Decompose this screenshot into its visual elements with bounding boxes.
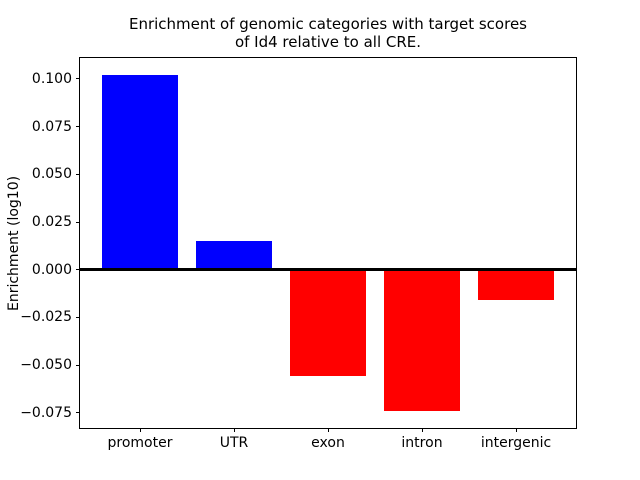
x-tick-mark xyxy=(139,428,141,432)
x-tick-label-intergenic: intergenic xyxy=(480,435,552,451)
x-tick-mark xyxy=(421,428,423,432)
y-tick-label: 0.025 xyxy=(31,214,72,231)
x-tick-mark xyxy=(327,428,329,432)
y-tick-mark xyxy=(76,126,80,128)
y-tick-mark xyxy=(76,364,80,366)
chart-title: Enrichment of genomic categories with ta… xyxy=(80,15,576,51)
bar-intergenic xyxy=(478,269,554,300)
bar-UTR xyxy=(196,240,272,270)
y-tick-mark xyxy=(76,78,80,80)
x-tick-mark xyxy=(233,428,235,432)
y-tick-mark xyxy=(76,412,80,414)
y-tick-label: −0.025 xyxy=(20,309,72,326)
y-tick-label: −0.075 xyxy=(20,404,72,421)
y-tick-label: −0.050 xyxy=(20,357,72,374)
y-tick-label: 0.100 xyxy=(31,70,72,87)
x-tick-label-promoter: promoter xyxy=(107,435,173,451)
bar-exon xyxy=(290,269,366,376)
y-tick-label: 0.000 xyxy=(31,261,72,278)
plot-area xyxy=(79,57,577,429)
x-tick-label-intron: intron xyxy=(401,435,443,451)
chart-title-line-1: Enrichment of genomic categories with ta… xyxy=(128,15,527,33)
y-tick-label: 0.075 xyxy=(31,118,72,135)
bar-intron xyxy=(384,269,460,412)
bar-promoter xyxy=(102,74,178,270)
chart-title-line-2: of Id4 relative to all CRE. xyxy=(234,33,422,51)
zero-line xyxy=(80,268,576,272)
x-tick-label-exon: exon xyxy=(311,435,345,451)
y-tick-mark xyxy=(76,173,80,175)
y-tick-mark xyxy=(76,316,80,318)
y-tick-mark xyxy=(76,221,80,223)
x-tick-mark xyxy=(515,428,517,432)
y-tick-mark xyxy=(76,269,80,271)
x-tick-label-UTR: UTR xyxy=(219,435,249,451)
y-tick-label: 0.050 xyxy=(31,166,72,183)
